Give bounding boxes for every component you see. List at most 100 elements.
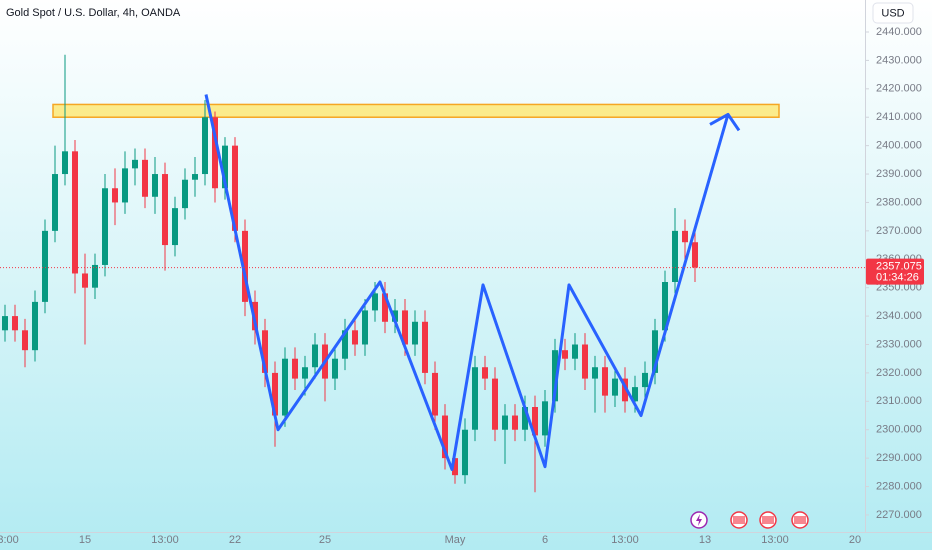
flag [762, 516, 774, 524]
candle-body [182, 179, 188, 209]
candle-body [452, 458, 458, 476]
arrow-head [709, 112, 741, 132]
candle-body [532, 407, 538, 436]
candle-body [102, 188, 108, 265]
candle-body [682, 230, 688, 243]
candle-body [342, 330, 348, 359]
candle-body [372, 293, 378, 311]
candle-body [222, 145, 228, 189]
y-tick-label: 2350.000 [876, 282, 922, 294]
candle-body [212, 117, 218, 189]
candle-body [632, 387, 638, 402]
candle-body [12, 316, 18, 331]
x-tick-label: 13:00 [0, 534, 19, 546]
candle-body [482, 367, 488, 379]
chart-title: Gold Spot / U.S. Dollar, 4h, OANDA [6, 7, 181, 19]
candle-body [282, 358, 288, 416]
y-tick-label: 2320.000 [876, 367, 922, 379]
candle-body [312, 344, 318, 368]
x-tick-label: 13 [699, 534, 711, 546]
currency-label[interactable]: USD [881, 7, 904, 19]
candle-body [172, 208, 178, 246]
x-tick-label: 13:00 [151, 534, 179, 546]
candle-body [42, 230, 48, 302]
x-tick-label: 25 [319, 534, 331, 546]
candle-body [442, 415, 448, 459]
y-tick-label: 2330.000 [876, 338, 922, 350]
last-price-label: 2357.075 [876, 260, 922, 272]
countdown: 01:34:26 [876, 271, 919, 283]
y-tick-label: 2310.000 [876, 395, 922, 407]
lightning [696, 514, 702, 526]
candle-body [582, 344, 588, 379]
candle-body [122, 168, 128, 203]
currency-button[interactable] [872, 2, 914, 24]
y-tick-label: 2380.000 [876, 196, 922, 208]
candle-body [562, 350, 568, 359]
x-tick-label: 13:00 [611, 534, 639, 546]
candle-body [82, 273, 88, 288]
candle-body [652, 330, 658, 373]
candle-body [162, 174, 168, 246]
y-tick-label: 2280.000 [876, 480, 922, 492]
candle-body [262, 330, 268, 373]
candle-body [392, 310, 398, 322]
candle-body [202, 117, 208, 175]
candle-body [152, 174, 158, 197]
y-tick-label: 2410.000 [876, 111, 922, 123]
pattern-line [204, 94, 730, 471]
y-tick-label: 2420.000 [876, 83, 922, 95]
candle-body [402, 310, 408, 345]
zone [52, 103, 780, 118]
flag [794, 516, 806, 524]
candle-body [242, 230, 248, 302]
candle-body [662, 282, 668, 331]
candle-body [522, 407, 528, 430]
candle-body [572, 344, 578, 359]
x-tick-label: 15 [79, 534, 91, 546]
candle-body [672, 230, 678, 282]
y-tick-label: 2440.000 [876, 26, 922, 38]
candle-body [622, 378, 628, 402]
flag [733, 516, 745, 524]
candle-body [332, 358, 338, 379]
candle-body [602, 367, 608, 396]
last-price-box [866, 258, 924, 285]
y-tick-label: 2270.000 [876, 509, 922, 521]
candle-body [472, 367, 478, 430]
candle-body [592, 367, 598, 379]
candle-body [422, 321, 428, 373]
candle-body [72, 151, 78, 274]
candle-body [62, 151, 68, 175]
candle-body [542, 401, 548, 436]
candle-body [462, 429, 468, 476]
candle-body [492, 378, 498, 430]
x-tick-label: May [445, 534, 466, 546]
x-tick-label: 20 [849, 534, 861, 546]
x-tick-label: 6 [542, 534, 548, 546]
candle-body [642, 372, 648, 388]
candle-body [192, 174, 198, 180]
candle-body [502, 415, 508, 430]
candle-body [142, 159, 148, 197]
candle-body [92, 264, 98, 288]
candle-body [112, 188, 118, 203]
candle-body [362, 310, 368, 345]
candle-body [52, 174, 58, 231]
y-tick-label: 2290.000 [876, 452, 922, 464]
x-tick-label: 13:00 [761, 534, 789, 546]
candle-body [692, 242, 698, 268]
event-icons [690, 511, 809, 529]
candle-body [2, 316, 8, 331]
candle-body [302, 367, 308, 379]
candle-body [512, 415, 518, 430]
candle-body [232, 145, 238, 231]
candle-body [432, 372, 438, 416]
candle-body [552, 350, 558, 402]
candle-body [412, 321, 418, 345]
candle-body [32, 301, 38, 351]
y-tick-label: 2370.000 [876, 225, 922, 237]
x-tick-label: 22 [229, 534, 241, 546]
candle-body [382, 293, 388, 322]
